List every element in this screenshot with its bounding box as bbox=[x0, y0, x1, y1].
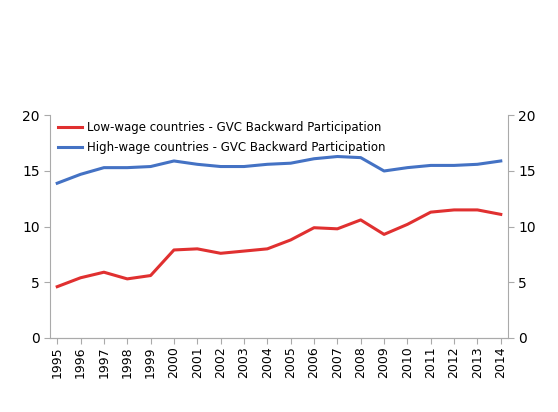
Low-wage countries - GVC Backward Participation bbox=[334, 226, 341, 231]
High-wage countries - GVC Backward Participation bbox=[287, 161, 294, 166]
Low-wage countries - GVC Backward Participation bbox=[451, 208, 458, 213]
Low-wage countries - GVC Backward Participation bbox=[311, 225, 318, 230]
High-wage countries - GVC Backward Participation bbox=[240, 164, 247, 169]
High-wage countries - GVC Backward Participation bbox=[334, 154, 341, 159]
High-wage countries - GVC Backward Participation bbox=[100, 165, 107, 170]
High-wage countries - GVC Backward Participation bbox=[311, 156, 318, 161]
High-wage countries - GVC Backward Participation bbox=[264, 162, 271, 167]
Low-wage countries - GVC Backward Participation bbox=[100, 270, 107, 275]
High-wage countries - GVC Backward Participation bbox=[427, 163, 434, 168]
High-wage countries - GVC Backward Participation bbox=[451, 163, 458, 168]
High-wage countries - GVC Backward Participation bbox=[497, 159, 504, 164]
High-wage countries - GVC Backward Participation bbox=[217, 164, 224, 169]
Low-wage countries - GVC Backward Participation bbox=[77, 275, 84, 280]
High-wage countries - GVC Backward Participation bbox=[381, 169, 387, 173]
Low-wage countries - GVC Backward Participation bbox=[171, 248, 177, 253]
Low-wage countries - GVC Backward Participation bbox=[194, 246, 201, 251]
Low-wage countries - GVC Backward Participation bbox=[287, 237, 294, 242]
High-wage countries - GVC Backward Participation bbox=[474, 162, 481, 167]
Line: High-wage countries - GVC Backward Participation: High-wage countries - GVC Backward Parti… bbox=[57, 157, 501, 183]
High-wage countries - GVC Backward Participation bbox=[54, 181, 61, 186]
Low-wage countries - GVC Backward Participation bbox=[497, 212, 504, 217]
Low-wage countries - GVC Backward Participation bbox=[217, 251, 224, 256]
Low-wage countries - GVC Backward Participation bbox=[147, 273, 154, 278]
Low-wage countries - GVC Backward Participation bbox=[124, 276, 131, 281]
High-wage countries - GVC Backward Participation bbox=[171, 159, 177, 164]
Low-wage countries - GVC Backward Participation bbox=[381, 232, 387, 237]
Low-wage countries - GVC Backward Participation bbox=[264, 246, 271, 251]
High-wage countries - GVC Backward Participation bbox=[147, 164, 154, 169]
Low-wage countries - GVC Backward Participation bbox=[474, 208, 481, 213]
Low-wage countries - GVC Backward Participation bbox=[240, 248, 247, 253]
High-wage countries - GVC Backward Participation bbox=[77, 172, 84, 177]
High-wage countries - GVC Backward Participation bbox=[357, 155, 364, 160]
Low-wage countries - GVC Backward Participation bbox=[357, 218, 364, 222]
Legend: Low-wage countries - GVC Backward Participation, High-wage countries - GVC Backw: Low-wage countries - GVC Backward Partic… bbox=[56, 119, 388, 156]
Low-wage countries - GVC Backward Participation bbox=[427, 210, 434, 215]
Line: Low-wage countries - GVC Backward Participation: Low-wage countries - GVC Backward Partic… bbox=[57, 210, 501, 287]
Low-wage countries - GVC Backward Participation bbox=[404, 222, 411, 227]
High-wage countries - GVC Backward Participation bbox=[404, 165, 411, 170]
High-wage countries - GVC Backward Participation bbox=[124, 165, 131, 170]
Low-wage countries - GVC Backward Participation bbox=[54, 284, 61, 289]
High-wage countries - GVC Backward Participation bbox=[194, 162, 201, 167]
